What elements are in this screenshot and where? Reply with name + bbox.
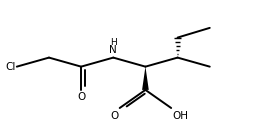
Polygon shape [142,67,149,90]
Text: N: N [109,45,117,55]
Text: H: H [110,38,117,47]
Text: O: O [110,111,118,121]
Text: OH: OH [172,111,188,121]
Text: Cl: Cl [5,62,16,72]
Text: O: O [77,93,85,102]
